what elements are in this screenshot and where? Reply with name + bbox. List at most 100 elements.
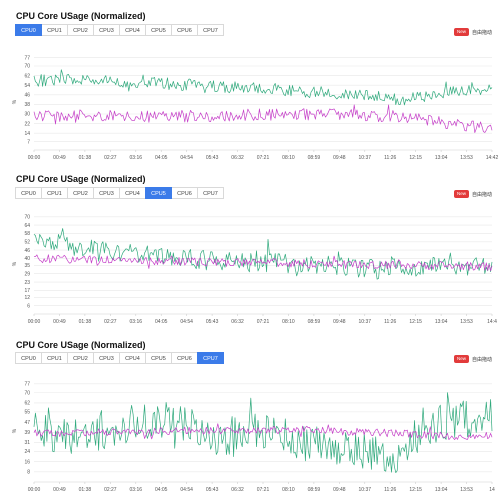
x-tick-label: 12:15: [409, 487, 422, 493]
x-tick-label: 06:32: [231, 155, 244, 161]
x-tick-label: 00:49: [53, 487, 66, 493]
x-tick-label: 08:59: [308, 487, 321, 493]
x-tick-label: 08:10: [282, 487, 295, 493]
y-tick-label: 35: [24, 263, 30, 269]
x-tick-label: 14:4: [487, 319, 497, 325]
x-tick-label: 09:48: [333, 155, 346, 161]
series-line-magenta: [33, 254, 493, 272]
y-tick-label: 29: [24, 271, 30, 277]
y-tick-label: 58: [24, 231, 30, 237]
tab-cpu2[interactable]: CPU2: [67, 24, 94, 36]
y-tick-label: 52: [24, 239, 30, 245]
x-tick-label: 10:37: [359, 487, 372, 493]
y-tick-label: 62: [24, 401, 30, 407]
cpu-tab-bar: CPU0 CPU1 CPU2 CPU3 CPU4 CPU5 CPU6 CPU7: [15, 352, 224, 364]
tab-cpu7[interactable]: CPU7: [197, 24, 224, 36]
new-badge: New: [453, 355, 469, 363]
tab-cpu3[interactable]: CPU3: [93, 352, 120, 364]
tab-cpu3[interactable]: CPU3: [93, 24, 120, 36]
x-tick-label: 13:04: [435, 319, 448, 325]
y-tick-label: 31: [24, 440, 30, 446]
free-drag-label: 自由拖动: [471, 356, 492, 363]
x-tick-label: 04:05: [155, 319, 168, 325]
y-tick-label: 70: [24, 64, 30, 70]
x-tick-label: 00:00: [28, 487, 41, 493]
x-tick-label: 05:43: [206, 319, 219, 325]
series-line-magenta: [33, 423, 493, 440]
tab-cpu4[interactable]: CPU4: [119, 187, 146, 199]
tab-cpu0[interactable]: CPU0: [15, 352, 42, 364]
x-tick-label: 09:48: [333, 487, 346, 493]
tab-cpu1[interactable]: CPU1: [41, 24, 68, 36]
tab-cpu7[interactable]: CPU7: [197, 187, 224, 199]
cpu-panel-1: CPU Core USage (Normalized) CPU0 CPU1 CP…: [0, 0, 500, 165]
y-tick-label: 38: [24, 102, 30, 108]
x-tick-label: 02:27: [104, 319, 117, 325]
y-tick-label: 54: [24, 83, 30, 89]
x-tick-label: 14:42: [486, 155, 499, 161]
x-tick-label: 10:37: [359, 155, 372, 161]
x-tick-label: 08:10: [282, 319, 295, 325]
x-tick-label: 13:53: [460, 487, 473, 493]
tab-cpu5[interactable]: CPU5: [145, 352, 172, 364]
cpu-tab-bar: CPU0 CPU1 CPU2 CPU3 CPU4 CPU5 CPU6 CPU7: [15, 24, 224, 36]
x-tick-label: 03:16: [130, 487, 143, 493]
tab-cpu2[interactable]: CPU2: [67, 352, 94, 364]
x-tick-label: 04:54: [180, 319, 193, 325]
x-tick-label: 04:54: [180, 155, 193, 161]
y-tick-label: 24: [24, 449, 30, 455]
x-tick-label: 13:53: [460, 155, 473, 161]
tab-cpu6[interactable]: CPU6: [171, 187, 198, 199]
tab-cpu7[interactable]: CPU7: [197, 352, 224, 364]
cpu-usage-chart: 7 14 22 30 38 46 54 62 70 77% 00:00 00:49 01:38 02:27…: [12, 55, 499, 161]
x-tick-label: 05:43: [206, 487, 219, 493]
panel-title: CPU Core USage (Normalized): [16, 174, 146, 184]
tab-cpu5[interactable]: CPU5: [145, 187, 172, 199]
y-axis-unit: %: [12, 428, 18, 433]
x-tick-label: 00:00: [28, 319, 41, 325]
free-drag-toggle[interactable]: New 自由拖动: [453, 28, 492, 36]
tab-cpu4[interactable]: CPU4: [119, 24, 146, 36]
tab-cpu0[interactable]: CPU0: [15, 187, 42, 199]
tab-cpu1[interactable]: CPU1: [41, 352, 68, 364]
cpu-panel-3: CPU Core USage (Normalized) CPU0 CPU1 CP…: [0, 334, 500, 500]
free-drag-toggle[interactable]: New 自由拖动: [453, 355, 492, 363]
y-tick-label: 7: [27, 139, 30, 145]
y-axis-unit: %: [12, 99, 18, 104]
y-tick-label: 14: [24, 131, 30, 137]
free-drag-label: 自由拖动: [471, 29, 492, 36]
y-tick-label: 46: [24, 248, 30, 254]
y-tick-label: 22: [24, 121, 30, 127]
x-tick-label: 00:49: [53, 319, 66, 325]
free-drag-label: 自由拖动: [471, 191, 492, 198]
x-tick-label: 01:38: [79, 155, 92, 161]
y-axis-unit: %: [12, 261, 18, 266]
x-tick-label: 13:04: [435, 487, 448, 493]
x-tick-label: 02:27: [104, 155, 117, 161]
tab-cpu1[interactable]: CPU1: [41, 187, 68, 199]
tab-cpu5[interactable]: CPU5: [145, 24, 172, 36]
tab-cpu6[interactable]: CPU6: [171, 352, 198, 364]
y-tick-label: 46: [24, 93, 30, 99]
tab-cpu2[interactable]: CPU2: [67, 187, 94, 199]
x-tick-label: 06:32: [231, 487, 244, 493]
y-tick-label: 30: [24, 112, 30, 118]
y-tick-label: 47: [24, 420, 30, 426]
x-tick-label: 03:16: [130, 319, 143, 325]
y-tick-label: 39: [24, 430, 30, 436]
free-drag-toggle[interactable]: New 自由拖动: [453, 190, 492, 198]
tab-cpu0[interactable]: CPU0: [15, 24, 42, 36]
x-tick-label: 06:32: [231, 319, 244, 325]
x-tick-label: 01:38: [79, 487, 92, 493]
y-tick-label: 16: [24, 459, 30, 465]
x-tick-label: 08:59: [308, 155, 321, 161]
tab-cpu4[interactable]: CPU4: [119, 352, 146, 364]
x-tick-label: 12:15: [409, 319, 422, 325]
cpu-tab-bar: CPU0 CPU1 CPU2 CPU3 CPU4 CPU5 CPU6 CPU7: [15, 187, 224, 199]
tab-cpu3[interactable]: CPU3: [93, 187, 120, 199]
x-tick-label: 05:43: [206, 155, 219, 161]
y-tick-label: 77: [24, 382, 30, 388]
y-tick-label: 62: [24, 73, 30, 79]
x-tick-label: 08:59: [308, 319, 321, 325]
tab-cpu6[interactable]: CPU6: [171, 24, 198, 36]
